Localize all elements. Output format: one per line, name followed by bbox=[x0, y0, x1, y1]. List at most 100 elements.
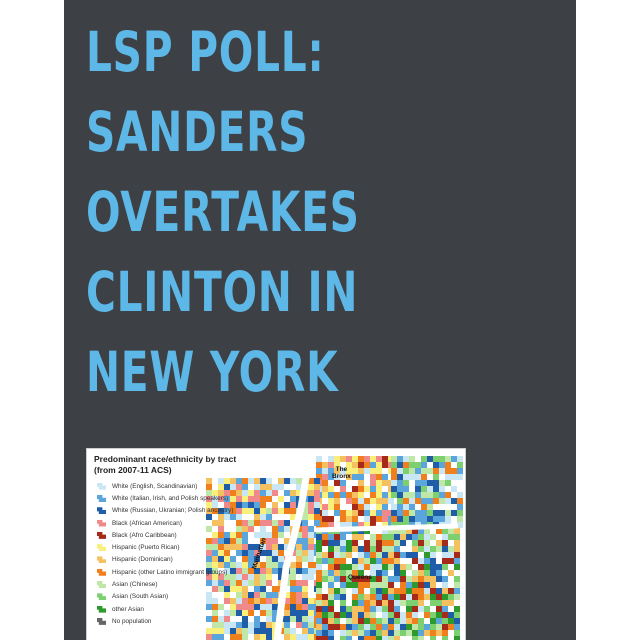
map-tract bbox=[230, 610, 236, 616]
map-tract bbox=[400, 600, 406, 606]
map-tract bbox=[376, 486, 382, 492]
map-tract bbox=[352, 624, 358, 630]
map-tract bbox=[370, 636, 376, 640]
map-tract bbox=[296, 556, 302, 562]
map-tract bbox=[206, 634, 212, 640]
map-tract bbox=[442, 558, 448, 564]
map-tract bbox=[352, 504, 358, 510]
map-tract bbox=[316, 612, 322, 618]
map-tract bbox=[230, 580, 236, 586]
map-tract bbox=[272, 508, 278, 514]
map-tract bbox=[370, 546, 376, 552]
map-tract bbox=[427, 480, 433, 486]
map-tract bbox=[290, 604, 296, 610]
map-tract bbox=[236, 478, 242, 484]
map-tract bbox=[224, 484, 230, 490]
map-tract bbox=[248, 604, 254, 610]
map-tract bbox=[290, 508, 296, 514]
map-tract bbox=[382, 564, 388, 570]
map-tract bbox=[340, 576, 346, 582]
map-tract bbox=[394, 546, 400, 552]
map-tract bbox=[340, 630, 346, 636]
map-tract bbox=[328, 612, 334, 618]
map-tract bbox=[403, 474, 409, 480]
map-tract bbox=[436, 564, 442, 570]
map-tract bbox=[340, 516, 346, 522]
map-tract bbox=[364, 630, 370, 636]
legend-swatch bbox=[97, 568, 106, 576]
map-tract bbox=[388, 564, 394, 570]
map-tract bbox=[352, 576, 358, 582]
map-tract bbox=[242, 484, 248, 490]
map-tract bbox=[394, 606, 400, 612]
bronx-label: The Bronx bbox=[332, 466, 351, 480]
map-tract bbox=[236, 628, 242, 634]
map-tract bbox=[445, 462, 451, 468]
map-tract bbox=[322, 522, 328, 528]
map-tract bbox=[451, 498, 457, 504]
map-tract bbox=[370, 618, 376, 624]
map-tract bbox=[254, 592, 260, 598]
map-tract bbox=[266, 520, 272, 526]
map-tract bbox=[308, 604, 314, 610]
map-tract bbox=[376, 456, 382, 462]
map-tract bbox=[260, 562, 266, 568]
map-tract bbox=[260, 574, 266, 580]
map-tract bbox=[340, 612, 346, 618]
map-tract bbox=[308, 514, 314, 520]
map-tract bbox=[403, 516, 409, 522]
map-tract bbox=[406, 564, 412, 570]
map-tract bbox=[442, 582, 448, 588]
map-tract bbox=[418, 564, 424, 570]
map-tract bbox=[242, 616, 248, 622]
map-tract bbox=[382, 612, 388, 618]
map-tract bbox=[296, 598, 302, 604]
map-tract bbox=[364, 456, 370, 462]
map-tract bbox=[206, 562, 212, 568]
map-tract bbox=[328, 540, 334, 546]
map-tract bbox=[352, 456, 358, 462]
map-tract bbox=[421, 486, 427, 492]
map-tract bbox=[308, 634, 314, 640]
legend-item: White (English, Scandinavian) bbox=[94, 480, 304, 492]
map-tract bbox=[206, 538, 212, 544]
map-tract bbox=[254, 586, 260, 592]
map-tract bbox=[334, 468, 340, 474]
map-tract bbox=[242, 562, 248, 568]
map-tract bbox=[370, 594, 376, 600]
map-tract bbox=[236, 610, 242, 616]
map-tract bbox=[212, 496, 218, 502]
map-tract bbox=[421, 474, 427, 480]
map-tract bbox=[242, 598, 248, 604]
map-tract bbox=[212, 616, 218, 622]
map-tract bbox=[346, 492, 352, 498]
map-tract bbox=[340, 558, 346, 564]
map-tract bbox=[439, 498, 445, 504]
map-tract bbox=[224, 532, 230, 538]
map-tract bbox=[406, 528, 412, 534]
map-tract bbox=[328, 582, 334, 588]
map-tract bbox=[352, 630, 358, 636]
map-tract bbox=[457, 468, 463, 474]
map-tract bbox=[403, 462, 409, 468]
map-tract bbox=[334, 504, 340, 510]
headline-line: LSP POLL: bbox=[86, 20, 325, 84]
map-tract bbox=[376, 570, 382, 576]
map-tract bbox=[412, 582, 418, 588]
map-tract bbox=[352, 594, 358, 600]
map-tract bbox=[236, 568, 242, 574]
map-tract bbox=[445, 474, 451, 480]
map-tract bbox=[302, 556, 308, 562]
map-tract bbox=[302, 604, 308, 610]
map-tract bbox=[352, 468, 358, 474]
map-tract bbox=[430, 624, 436, 630]
map-tract bbox=[266, 544, 272, 550]
map-tract bbox=[340, 582, 346, 588]
map-tract bbox=[266, 508, 272, 514]
map-tract bbox=[400, 576, 406, 582]
map-tract bbox=[242, 556, 248, 562]
map-tract bbox=[242, 532, 248, 538]
map-tract bbox=[358, 486, 364, 492]
map-tract bbox=[430, 618, 436, 624]
map-tract bbox=[400, 570, 406, 576]
